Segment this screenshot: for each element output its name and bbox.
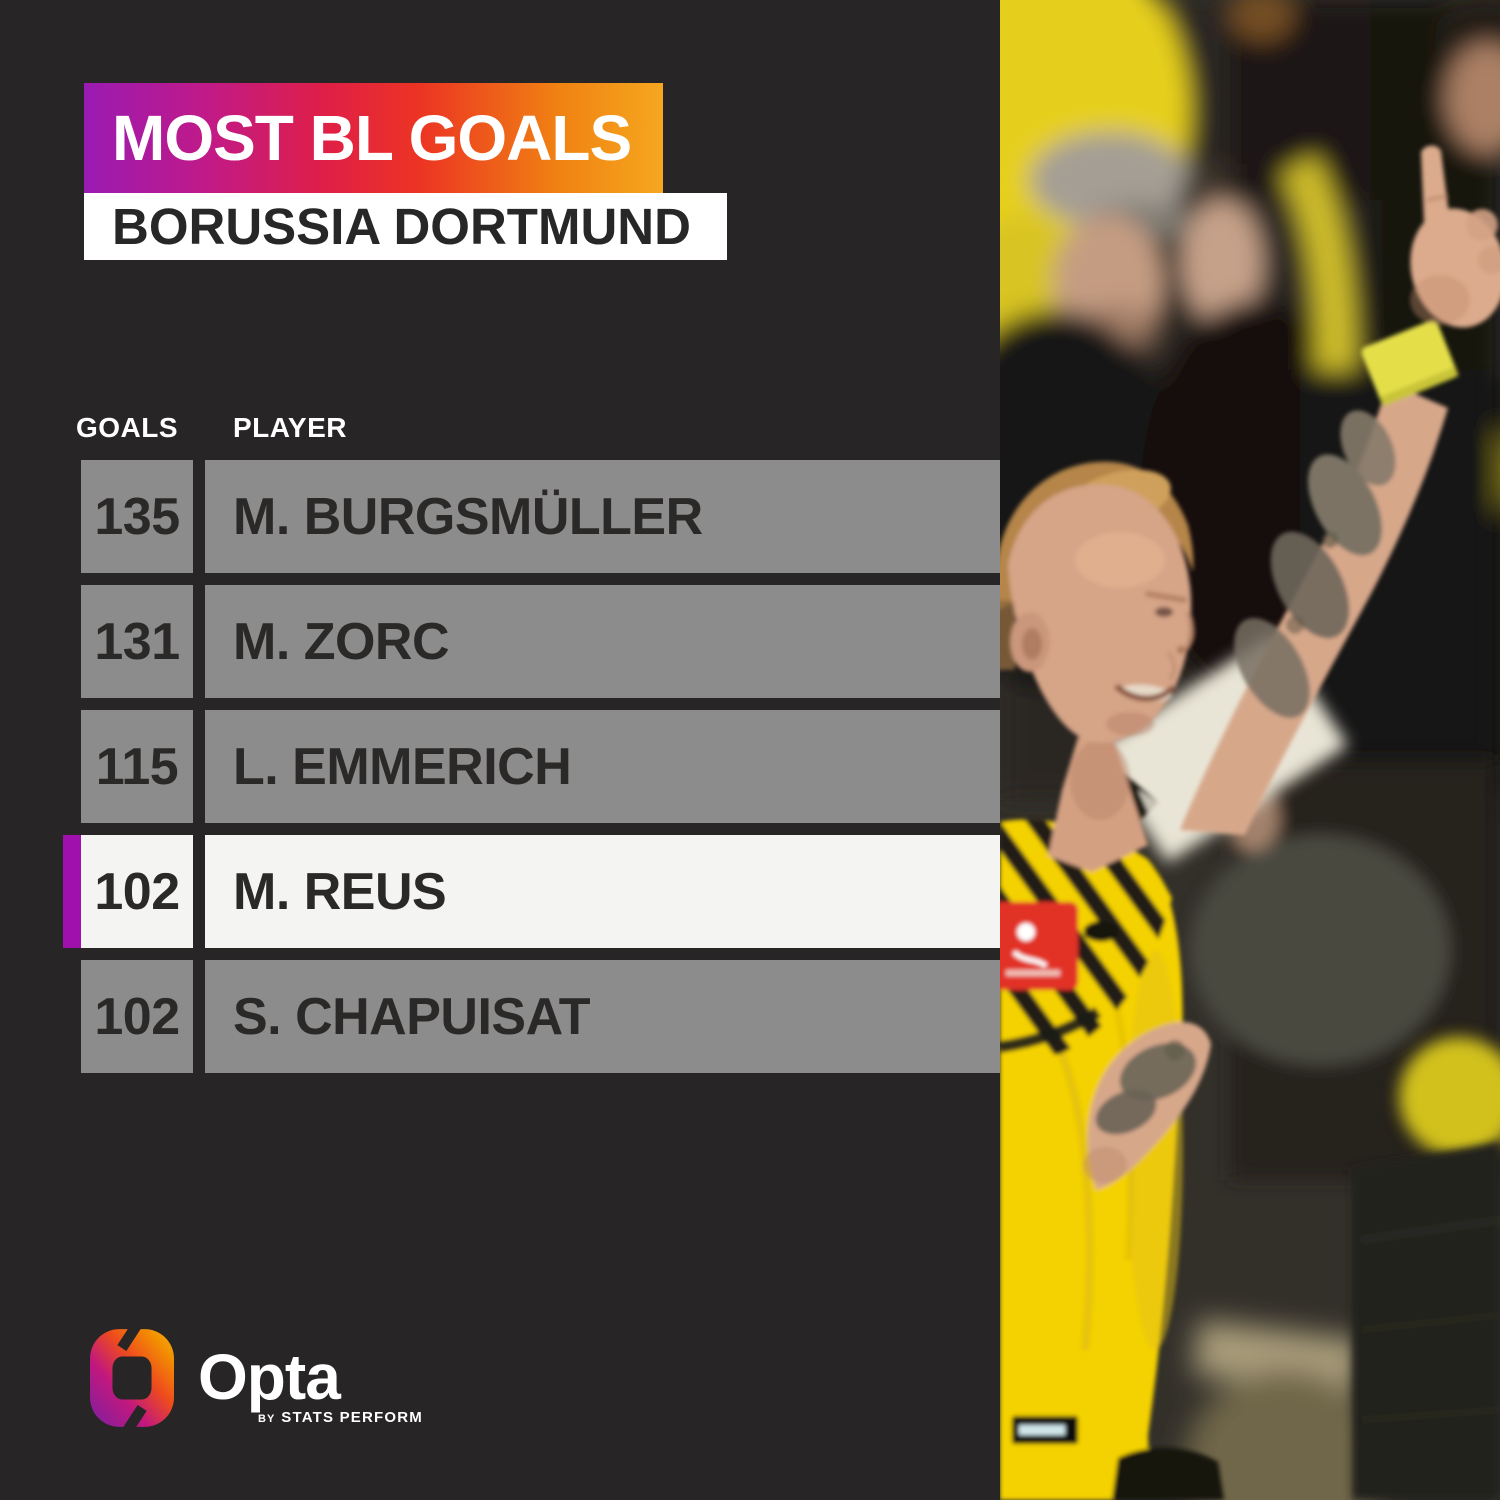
- goals-value: 135: [94, 487, 180, 546]
- player-head: [1000, 461, 1195, 743]
- page-title: MOST BL GOALS: [112, 102, 632, 174]
- opta-logo-icon: [90, 1329, 174, 1427]
- goals-cell: 135: [81, 460, 193, 573]
- goals-value: 131: [94, 612, 180, 671]
- player-cell: L. EMMERICH: [205, 710, 1000, 823]
- mid-background: [1190, 380, 1500, 1180]
- byline: BY STATS PERFORM: [258, 1409, 423, 1426]
- table-row: 102 S. CHAPUISAT: [0, 960, 1000, 1073]
- table-row: 115 L. EMMERICH: [0, 710, 1000, 823]
- byline-prefix: BY: [258, 1413, 276, 1425]
- player-name: M. BURGSMÜLLER: [233, 487, 703, 546]
- player-cell: M. REUS: [205, 835, 1000, 948]
- goals-cell: 131: [81, 585, 193, 698]
- player-figure: [1000, 145, 1500, 1500]
- player-name: M. REUS: [233, 862, 447, 921]
- player-name: S. CHAPUISAT: [233, 987, 591, 1046]
- table-row: 131 M. ZORC: [0, 585, 1000, 698]
- player-cell: M. ZORC: [205, 585, 1000, 698]
- goals-cell: 115: [81, 710, 193, 823]
- opta-wordmark: Opta: [198, 1341, 341, 1413]
- goals-cell: 102: [81, 960, 193, 1073]
- brand-text: Opta BY STATS PERFORM: [198, 1329, 423, 1427]
- player-cell: M. BURGSMÜLLER: [205, 460, 1000, 573]
- highlight-accent-bar: [63, 835, 81, 948]
- goals-value: 115: [95, 737, 179, 796]
- goals-value: 102: [94, 862, 180, 921]
- player-column-header: PLAYER: [233, 412, 348, 443]
- table-row-highlighted: 102 M. REUS: [0, 835, 1000, 948]
- subtitle-text: BORUSSIA DORTMUND: [112, 198, 691, 255]
- goals-column-header: GOALS: [76, 412, 179, 443]
- player-name: L. EMMERICH: [233, 737, 572, 796]
- player-cell: S. CHAPUISAT: [205, 960, 1000, 1073]
- brand-block: Opta BY STATS PERFORM: [90, 1329, 423, 1427]
- goals-cell: 102: [81, 835, 193, 948]
- byline-company: STATS PERFORM: [281, 1409, 423, 1426]
- table-row: 135 M. BURGSMÜLLER: [0, 460, 1000, 573]
- goals-value: 102: [94, 987, 180, 1046]
- subtitle-bar: BORUSSIA DORTMUND: [84, 193, 727, 260]
- player-name: M. ZORC: [233, 612, 450, 671]
- title-banner: MOST BL GOALS: [84, 83, 663, 193]
- player-photo: [1000, 0, 1500, 1500]
- bottom-structures: [1185, 1037, 1500, 1500]
